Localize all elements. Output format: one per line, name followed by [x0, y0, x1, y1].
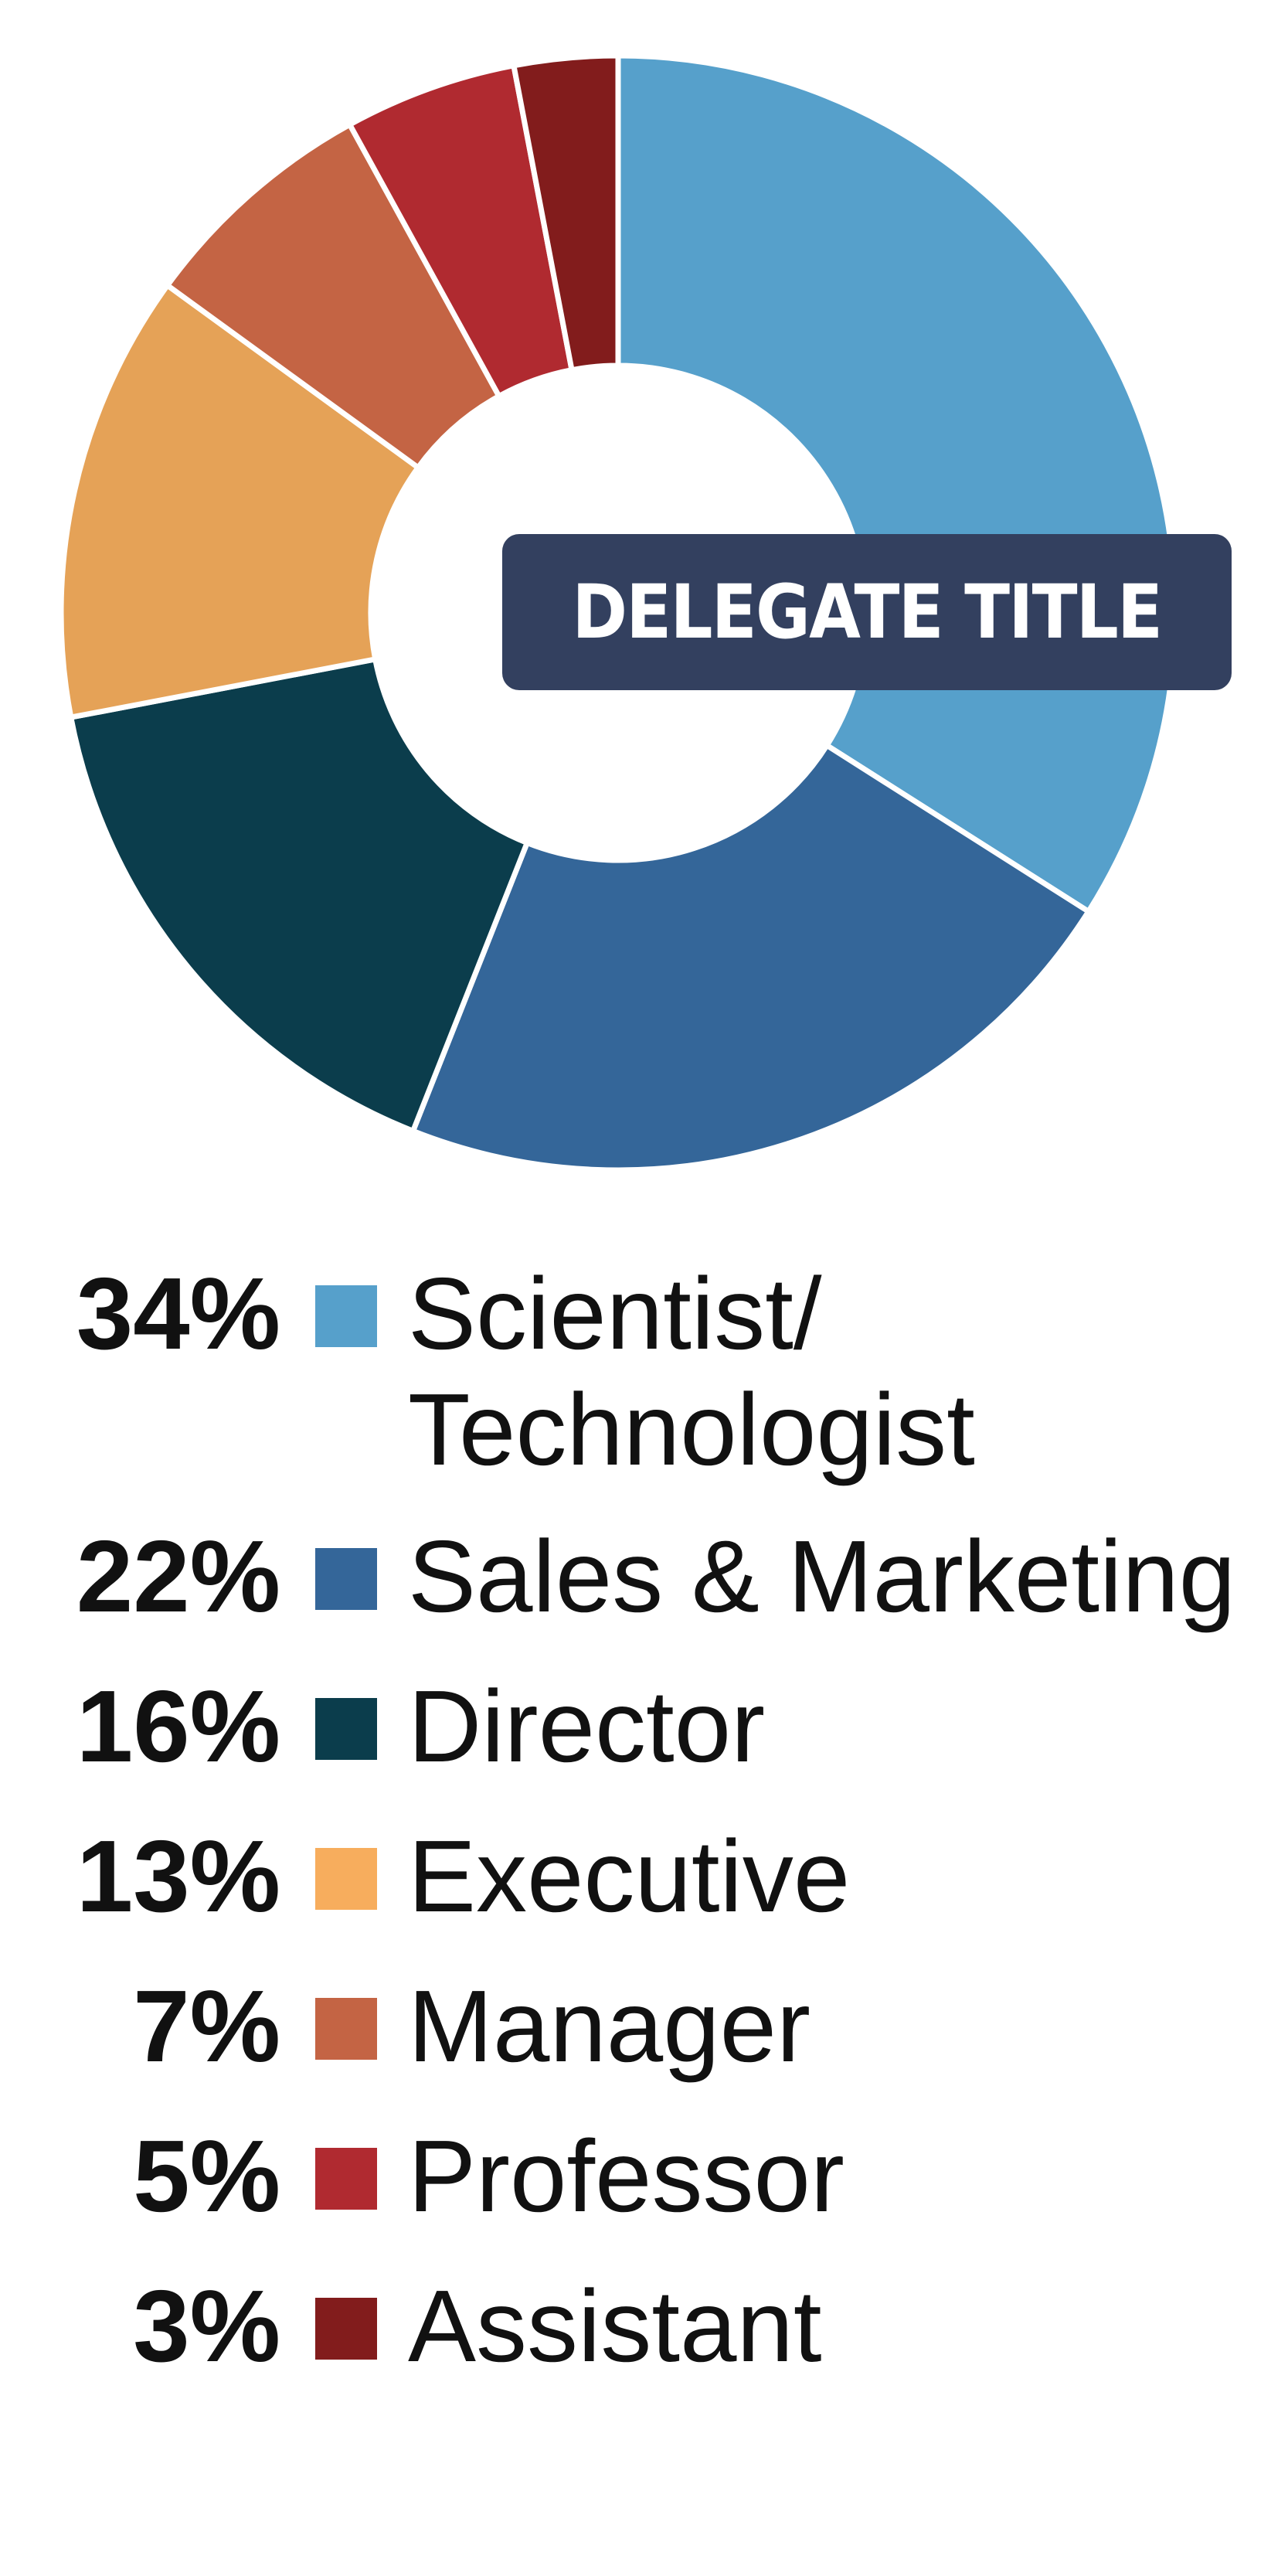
legend-item: 22% Sales & Marketing	[0, 1519, 1288, 1669]
legend-swatch	[315, 1848, 377, 1910]
legend-label: Scientist/ Technologist	[408, 1257, 975, 1486]
legend-item: 34% Scientist/ Technologist	[0, 1256, 1288, 1519]
legend-percent: 7%	[133, 1969, 280, 2083]
legend-label: Manager	[408, 1969, 811, 2083]
legend-item: 5% Professor	[0, 2118, 1288, 2268]
pie-slice	[410, 742, 1092, 1173]
legend-swatch	[315, 1548, 377, 1610]
pie-slice	[68, 656, 530, 1134]
pie-slice	[615, 53, 1178, 914]
legend-label: Sales & Marketing	[408, 1519, 1236, 1633]
legend: 34% Scientist/ Technologist 22% Sales & …	[0, 1256, 1288, 2418]
legend-item: 13% Executive	[0, 1819, 1288, 1969]
legend-swatch	[315, 2298, 377, 2360]
legend-swatch	[315, 2148, 377, 2210]
legend-item: 7% Manager	[0, 1969, 1288, 2118]
pie-slice	[58, 282, 421, 720]
legend-label: Assistant	[408, 2269, 822, 2383]
legend-percent: 34%	[76, 1257, 280, 1370]
legend-item: 3% Assistant	[0, 2268, 1288, 2418]
legend-label: Professor	[408, 2119, 845, 2233]
legend-item: 16% Director	[0, 1669, 1288, 1819]
chart-title-badge: DELEGATE TITLE	[502, 534, 1232, 690]
legend-swatch	[315, 1285, 377, 1347]
donut-chart	[58, 53, 1178, 1173]
legend-swatch	[315, 1998, 377, 2060]
legend-percent: 22%	[76, 1519, 280, 1633]
pie-slice	[511, 53, 621, 373]
legend-swatch	[315, 1698, 377, 1760]
pie-slice	[165, 121, 502, 471]
legend-label: Executive	[408, 1819, 851, 1933]
chart-title: DELEGATE TITLE	[572, 569, 1164, 655]
legend-percent: 13%	[76, 1819, 280, 1933]
legend-label: Director	[408, 1669, 766, 1783]
legend-percent: 5%	[133, 2119, 280, 2233]
legend-percent: 3%	[133, 2269, 280, 2383]
legend-percent: 16%	[76, 1669, 280, 1783]
